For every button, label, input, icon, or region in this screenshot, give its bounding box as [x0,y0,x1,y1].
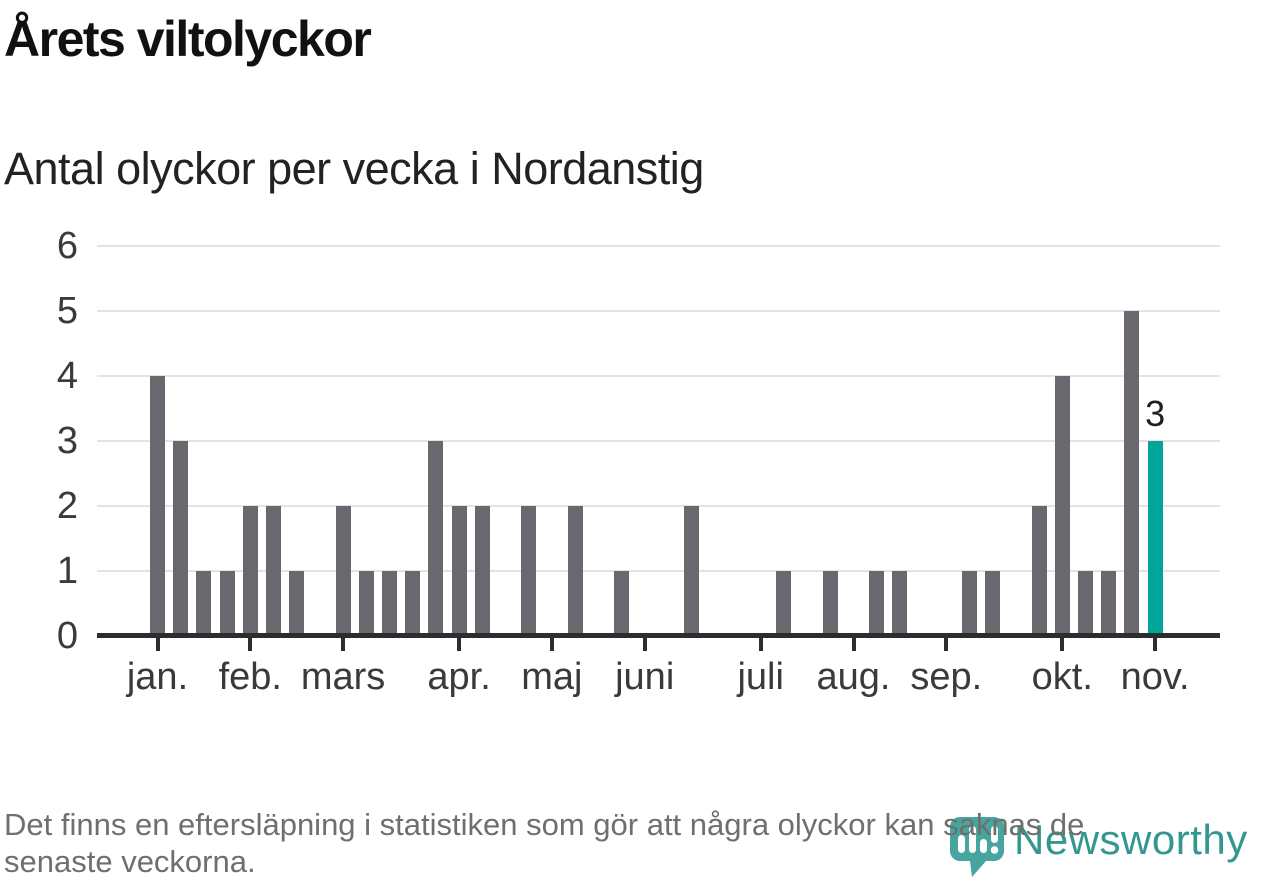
bar-week-10 [358,571,374,636]
bar-week-12 [405,571,421,636]
footer-note-line: Det finns en eftersläpning i statistiken… [4,807,1085,842]
x-tick-mars [341,638,346,651]
footer-note: Det finns en eftersläpning i statistiken… [4,806,1260,879]
bar-week-39 [1031,506,1047,636]
month-label-feb: feb. [218,656,282,698]
bar-week-1 [150,376,165,636]
y-tick-label: 4 [56,355,78,397]
bar-week-21 [614,571,629,636]
x-tick-maj [549,638,554,651]
gridline [97,375,1220,377]
y-tick-label: 3 [56,420,78,462]
newsworthy-logo: Newsworthy [950,817,1248,877]
y-tick-label: 0 [56,615,78,657]
bar-week-32 [869,571,885,636]
newsworthy-logo-text: Newsworthy [1014,816,1248,863]
bar-week-36 [962,571,977,636]
x-tick-juli [758,638,763,651]
x-tick-apr [457,638,462,651]
bar-week-7 [289,571,305,636]
month-label-juni: juni [615,656,675,698]
bar-week-19 [567,506,583,636]
y-tick-label: 6 [56,225,78,267]
bar-week-5 [242,506,258,636]
bar-week-14 [451,506,467,636]
bar-week-9 [335,506,351,636]
bar-week-6 [266,506,281,636]
bar-week-40 [1054,376,1070,636]
bar-week-30 [822,571,838,636]
bar-week-24 [683,506,699,636]
bar-week-42 [1101,571,1117,636]
month-label-mars: mars [300,656,386,698]
month-label-maj: maj [521,656,583,698]
month-label-apr: apr. [427,656,491,698]
bar-week-43 [1124,311,1140,636]
x-tick-sep [944,638,949,651]
y-tick-label: 5 [56,290,78,332]
x-axis-line [97,633,1220,638]
gridline [97,440,1220,442]
gridline [97,310,1220,312]
month-label-okt: okt. [1031,656,1093,698]
month-label-sep: sep. [910,656,983,698]
bar-week-37 [985,571,1001,636]
bar-week-2 [173,441,189,636]
bar-week-4 [219,571,235,636]
highlight-value-label: 3 [1145,393,1166,434]
bar-week-44 [1147,441,1163,636]
bar-week-15 [474,506,490,636]
month-label-aug: aug. [816,656,891,698]
chart-subtitle: Antal olyckor per vecka i Nordanstig [4,143,704,194]
bar-week-17 [521,506,537,636]
x-tick-jan [155,638,160,651]
newsworthy-marker-icon [950,817,1004,877]
gridline [97,570,1220,572]
x-tick-feb [248,638,253,651]
y-tick-label: 2 [56,485,78,527]
x-tick-juni [642,638,647,651]
bar-week-3 [196,571,212,636]
x-tick-aug [851,638,856,651]
month-label-juli: juli [737,656,784,698]
bar-week-41 [1078,571,1093,636]
bar-week-13 [428,441,444,636]
bar-chart: 0 1 2 3 4 5 6 jan. feb. mars apr. maj juni juli aug. se… [56,225,1220,698]
gridline [97,245,1220,247]
bar-week-11 [382,571,397,636]
page-title: Årets viltolyckor [4,11,372,67]
bar-week-28 [776,571,792,636]
footer-note-line: senaste veckorna. [4,844,256,879]
gridline [97,505,1220,507]
month-label-jan: jan. [126,656,189,698]
y-tick-label: 1 [56,550,78,592]
month-label-nov: nov. [1120,656,1190,698]
bar-week-33 [892,571,908,636]
x-tick-nov [1153,638,1158,651]
x-tick-okt [1060,638,1065,651]
